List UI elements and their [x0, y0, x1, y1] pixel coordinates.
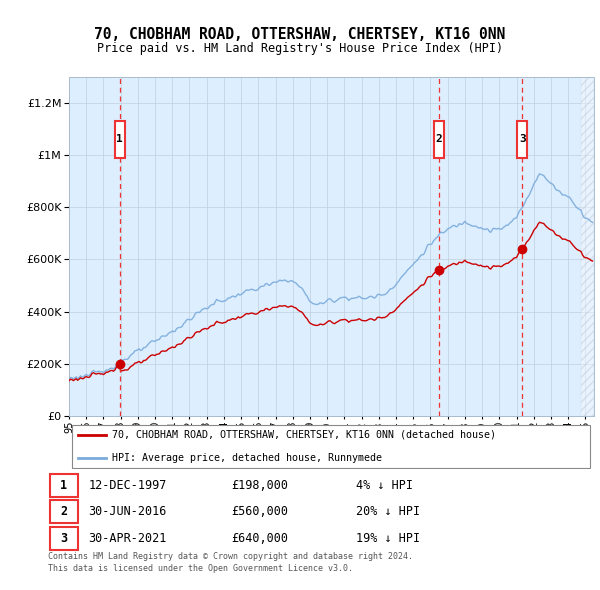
Text: 2: 2: [60, 505, 67, 519]
Text: £198,000: £198,000: [232, 479, 289, 492]
FancyBboxPatch shape: [434, 121, 444, 158]
FancyBboxPatch shape: [517, 121, 527, 158]
Text: This data is licensed under the Open Government Licence v3.0.: This data is licensed under the Open Gov…: [48, 563, 353, 572]
Text: 2: 2: [436, 135, 442, 145]
Text: Contains HM Land Registry data © Crown copyright and database right 2024.: Contains HM Land Registry data © Crown c…: [48, 552, 413, 561]
Text: 20% ↓ HPI: 20% ↓ HPI: [356, 505, 420, 519]
Text: 19% ↓ HPI: 19% ↓ HPI: [356, 532, 420, 545]
Text: 12-DEC-1997: 12-DEC-1997: [89, 479, 167, 492]
Text: 1: 1: [60, 479, 67, 492]
Text: 30-APR-2021: 30-APR-2021: [89, 532, 167, 545]
Text: 3: 3: [60, 532, 67, 545]
FancyBboxPatch shape: [71, 425, 590, 468]
Text: 70, CHOBHAM ROAD, OTTERSHAW, CHERTSEY, KT16 0NN (detached house): 70, CHOBHAM ROAD, OTTERSHAW, CHERTSEY, K…: [112, 430, 496, 440]
FancyBboxPatch shape: [115, 121, 125, 158]
Text: 30-JUN-2016: 30-JUN-2016: [89, 505, 167, 519]
Text: 4% ↓ HPI: 4% ↓ HPI: [356, 479, 413, 492]
Text: 3: 3: [519, 135, 526, 145]
FancyBboxPatch shape: [50, 500, 78, 523]
Text: 1: 1: [116, 135, 123, 145]
FancyBboxPatch shape: [50, 474, 78, 497]
FancyBboxPatch shape: [50, 526, 78, 550]
Text: £560,000: £560,000: [232, 505, 289, 519]
Text: HPI: Average price, detached house, Runnymede: HPI: Average price, detached house, Runn…: [112, 453, 382, 463]
Text: Price paid vs. HM Land Registry's House Price Index (HPI): Price paid vs. HM Land Registry's House …: [97, 42, 503, 55]
Bar: [581, 77, 594, 416]
Text: £640,000: £640,000: [232, 532, 289, 545]
Text: 70, CHOBHAM ROAD, OTTERSHAW, CHERTSEY, KT16 0NN: 70, CHOBHAM ROAD, OTTERSHAW, CHERTSEY, K…: [94, 27, 506, 41]
